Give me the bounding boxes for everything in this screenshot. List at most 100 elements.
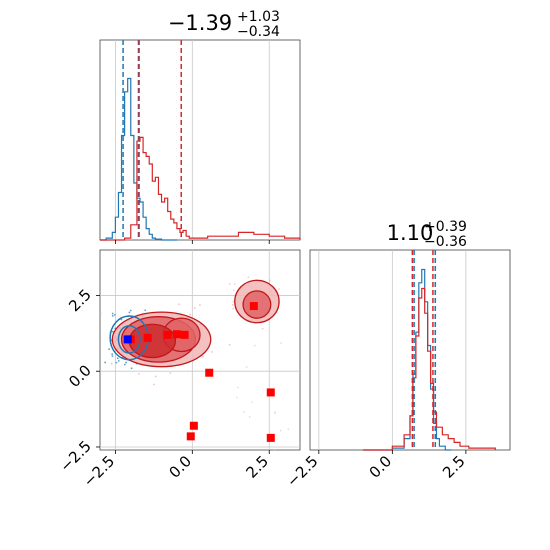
joint-sample-dot xyxy=(243,411,245,413)
marginal-x-grid xyxy=(114,40,270,240)
marginal-x-histograms xyxy=(100,77,301,241)
joint-sample-dot xyxy=(169,372,172,374)
joint-sample-dot xyxy=(201,355,204,358)
joint-sample-dot xyxy=(273,448,276,450)
red-sample-square xyxy=(249,302,258,311)
red-sample-square xyxy=(180,330,189,339)
marginal-y-title: 1.10 xyxy=(387,221,434,245)
joint-sample-dot xyxy=(111,355,114,358)
joint-sample-dot xyxy=(232,307,235,310)
blue-contour xyxy=(117,325,141,354)
joint-sample-dot xyxy=(228,343,231,346)
joint-sample-dot xyxy=(120,318,123,321)
joint-sample-dot xyxy=(279,429,282,432)
joint-sample-dot xyxy=(253,344,256,347)
joint-sample-dot xyxy=(233,283,236,285)
joint-panel: −2.5 0.0 2.5−2.50.02.5 xyxy=(56,249,301,491)
marginal-y-tick-label: −2.5 xyxy=(283,452,321,490)
marginal-y-hist-series-0 xyxy=(362,268,452,451)
marginal-x-title-sub: −0.34 xyxy=(237,24,280,40)
joint-sample-dot xyxy=(278,288,280,290)
blue-sample-square xyxy=(123,335,132,344)
red-sample-square xyxy=(172,330,181,339)
joint-sample-dot xyxy=(85,356,87,358)
marginal-y-histograms xyxy=(362,268,496,451)
joint-sample-dot xyxy=(104,361,107,364)
marginal-y-tick-label: 2.5 xyxy=(439,452,469,482)
joint-sample-dot xyxy=(97,329,99,331)
joint-sample-dot xyxy=(154,375,157,378)
joint-sample-dot xyxy=(268,279,271,282)
joint-sample-dot xyxy=(129,309,132,312)
joint-y-tick-label: 0.0 xyxy=(65,361,95,391)
joint-sample-dot xyxy=(111,353,114,356)
joint-sample-dot xyxy=(211,351,214,353)
joint-sample-dot xyxy=(199,304,201,306)
marginal-x-quantile-lines xyxy=(122,40,182,240)
joint-sample-dot xyxy=(144,309,147,312)
joint-sample-dot xyxy=(100,312,102,315)
marginal-y-grid xyxy=(318,250,467,450)
joint-sample-dot xyxy=(261,327,264,330)
marginal-x-title: −1.39 xyxy=(168,11,232,35)
joint-sample-dot xyxy=(130,367,133,370)
joint-sample-dot xyxy=(116,357,119,360)
marginal-x-title-value: −1.39 xyxy=(168,11,232,35)
joint-sample-dot xyxy=(193,307,196,309)
marginal-y-title-sub: −0.36 xyxy=(424,234,467,250)
joint-sample-dot xyxy=(111,314,114,317)
red-sample-square xyxy=(189,421,198,430)
joint-sample-dot xyxy=(235,396,238,399)
joint-sample-dot xyxy=(250,401,253,404)
joint-sample-dot xyxy=(115,361,118,364)
marginal-x-hist-series-0 xyxy=(100,77,177,241)
joint-sample-dot xyxy=(177,303,180,306)
joint-plot-area xyxy=(85,276,290,450)
marginal-y-hist-series-1 xyxy=(362,287,496,451)
joint-x-tick-label: 2.5 xyxy=(242,452,272,482)
joint-sample-dot xyxy=(231,303,234,306)
marginal-x-ticks xyxy=(114,240,270,244)
red-sample-square xyxy=(205,368,214,377)
joint-sample-dot xyxy=(137,372,140,375)
marginal-y-ticks: −2.5 0.0 2.5 xyxy=(283,450,469,491)
joint-sample-dot xyxy=(232,289,235,292)
joint-sample-dot xyxy=(128,311,131,314)
joint-sample-dot xyxy=(228,283,231,285)
joint-sample-dot xyxy=(248,416,251,418)
marginal-x-title-sup: +1.03 xyxy=(237,9,280,25)
sample-markers xyxy=(123,302,275,442)
marginal-x-frame xyxy=(99,39,301,241)
red-sample-square xyxy=(266,433,275,442)
joint-sample-dot xyxy=(236,386,239,389)
joint-sample-dot xyxy=(125,361,128,364)
joint-sample-dot xyxy=(247,276,250,279)
joint-sample-dot xyxy=(110,362,113,365)
marginal-y-title-sup: +0.39 xyxy=(424,219,467,235)
marginal-x-panel: −1.39 +1.03 −0.34 xyxy=(99,9,301,244)
joint-x-tick-label: 0.0 xyxy=(166,452,196,482)
red-sample-square xyxy=(186,432,195,441)
joint-sample-dot xyxy=(113,313,116,316)
joint-sample-dot xyxy=(123,363,126,366)
red-sample-square xyxy=(266,388,275,397)
marginal-y-title-value: 1.10 xyxy=(387,221,434,245)
marginal-y-tick-label: 0.0 xyxy=(366,452,396,482)
red-sample-square xyxy=(163,330,172,339)
joint-sample-dot xyxy=(152,383,155,386)
joint-sample-dot xyxy=(280,342,283,344)
joint-sample-dot xyxy=(287,428,290,431)
marginal-y-panel: −2.5 0.0 2.5 1.10 +0.39 −0.36 xyxy=(283,219,511,491)
joint-sample-dot xyxy=(274,412,276,415)
marginal-x-hist-series-1 xyxy=(100,136,301,241)
red-sample-square xyxy=(143,333,152,342)
joint-sample-dot xyxy=(232,300,235,303)
joint-sample-dot xyxy=(245,366,248,369)
joint-sample-dot xyxy=(189,313,191,316)
marginal-y-quantile-lines xyxy=(411,250,437,450)
joint-y-tick-label: 2.5 xyxy=(65,286,95,316)
joint-sample-dot xyxy=(108,348,111,351)
joint-sample-dot xyxy=(117,360,120,362)
joint-sample-dot xyxy=(111,312,114,315)
